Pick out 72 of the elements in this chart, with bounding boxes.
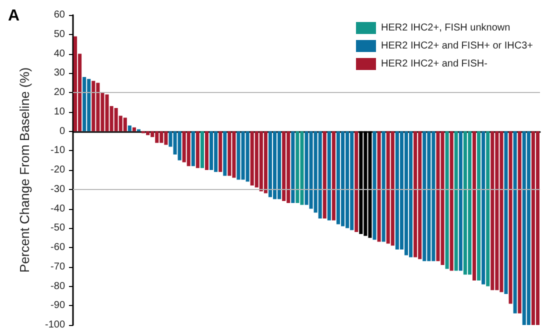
bar [74,36,78,132]
bar [264,131,268,194]
y-tick-label: -80 [50,280,66,292]
bar [82,77,86,132]
bar [354,131,358,232]
y-tick-label: 40 [54,48,66,60]
y-tick-label: 50 [54,28,66,40]
bar [526,131,530,325]
bar [296,131,300,203]
bar [223,131,227,176]
bar [482,131,486,284]
bar [210,131,214,170]
bar [468,131,472,275]
legend-label: HER2 IHC2+ and FISH+ or IHC3+ [380,40,534,52]
bar [272,131,277,200]
bar [327,131,331,220]
bar [422,131,426,262]
bar [291,131,295,203]
legend-label: HER2 IHC2+, FISH unknown [380,22,510,34]
bar [200,131,204,168]
y-tick-label: 60 [54,10,66,20]
bar [132,127,136,132]
y-tick-label: -100 [44,320,66,330]
bar [450,131,454,271]
bar [382,131,386,242]
y-tick-label: -70 [50,261,66,272]
bar [196,131,200,168]
bar [123,118,127,132]
bar [332,131,336,220]
y-tick-label: -90 [50,300,66,312]
bar [128,125,132,132]
y-tick-label: 20 [54,87,66,98]
bar [204,131,209,170]
bar [186,131,190,166]
bar [414,131,418,258]
y-tick-label: -50 [50,222,66,234]
y-tick-label: 0 [59,126,66,137]
bar [282,131,286,201]
bar [228,131,232,176]
bar [404,131,408,256]
bar [513,131,517,314]
y-tick-label: 10 [54,106,66,118]
bar [372,131,376,240]
bar [477,131,481,280]
bar [536,131,540,325]
bar [322,131,326,218]
y-tick-label: -30 [50,184,66,195]
bar [454,131,458,271]
bar [92,80,96,132]
bar [336,131,340,224]
bar [318,131,322,218]
bar [490,131,494,290]
bar [218,131,222,172]
bar [518,131,522,314]
bar [246,131,250,182]
y-tick-label: -40 [50,203,66,214]
legend-label: HER2 IHC2+ and FISH- [380,58,488,70]
y-tick-label: 30 [54,68,66,79]
bar [445,131,449,269]
text: A [8,8,20,24]
bar [486,131,490,286]
y-tick-label: -10 [50,145,66,156]
bar [508,131,512,304]
y-tick-label: -60 [50,242,66,253]
y-tick-label: -20 [50,164,66,176]
bar [504,131,508,294]
bar [458,131,462,271]
bar [191,131,195,166]
bar [377,131,381,242]
bar [472,131,476,280]
y-axis-title: Percent Change From Baseline (%) [17,67,32,273]
bar [390,131,394,246]
